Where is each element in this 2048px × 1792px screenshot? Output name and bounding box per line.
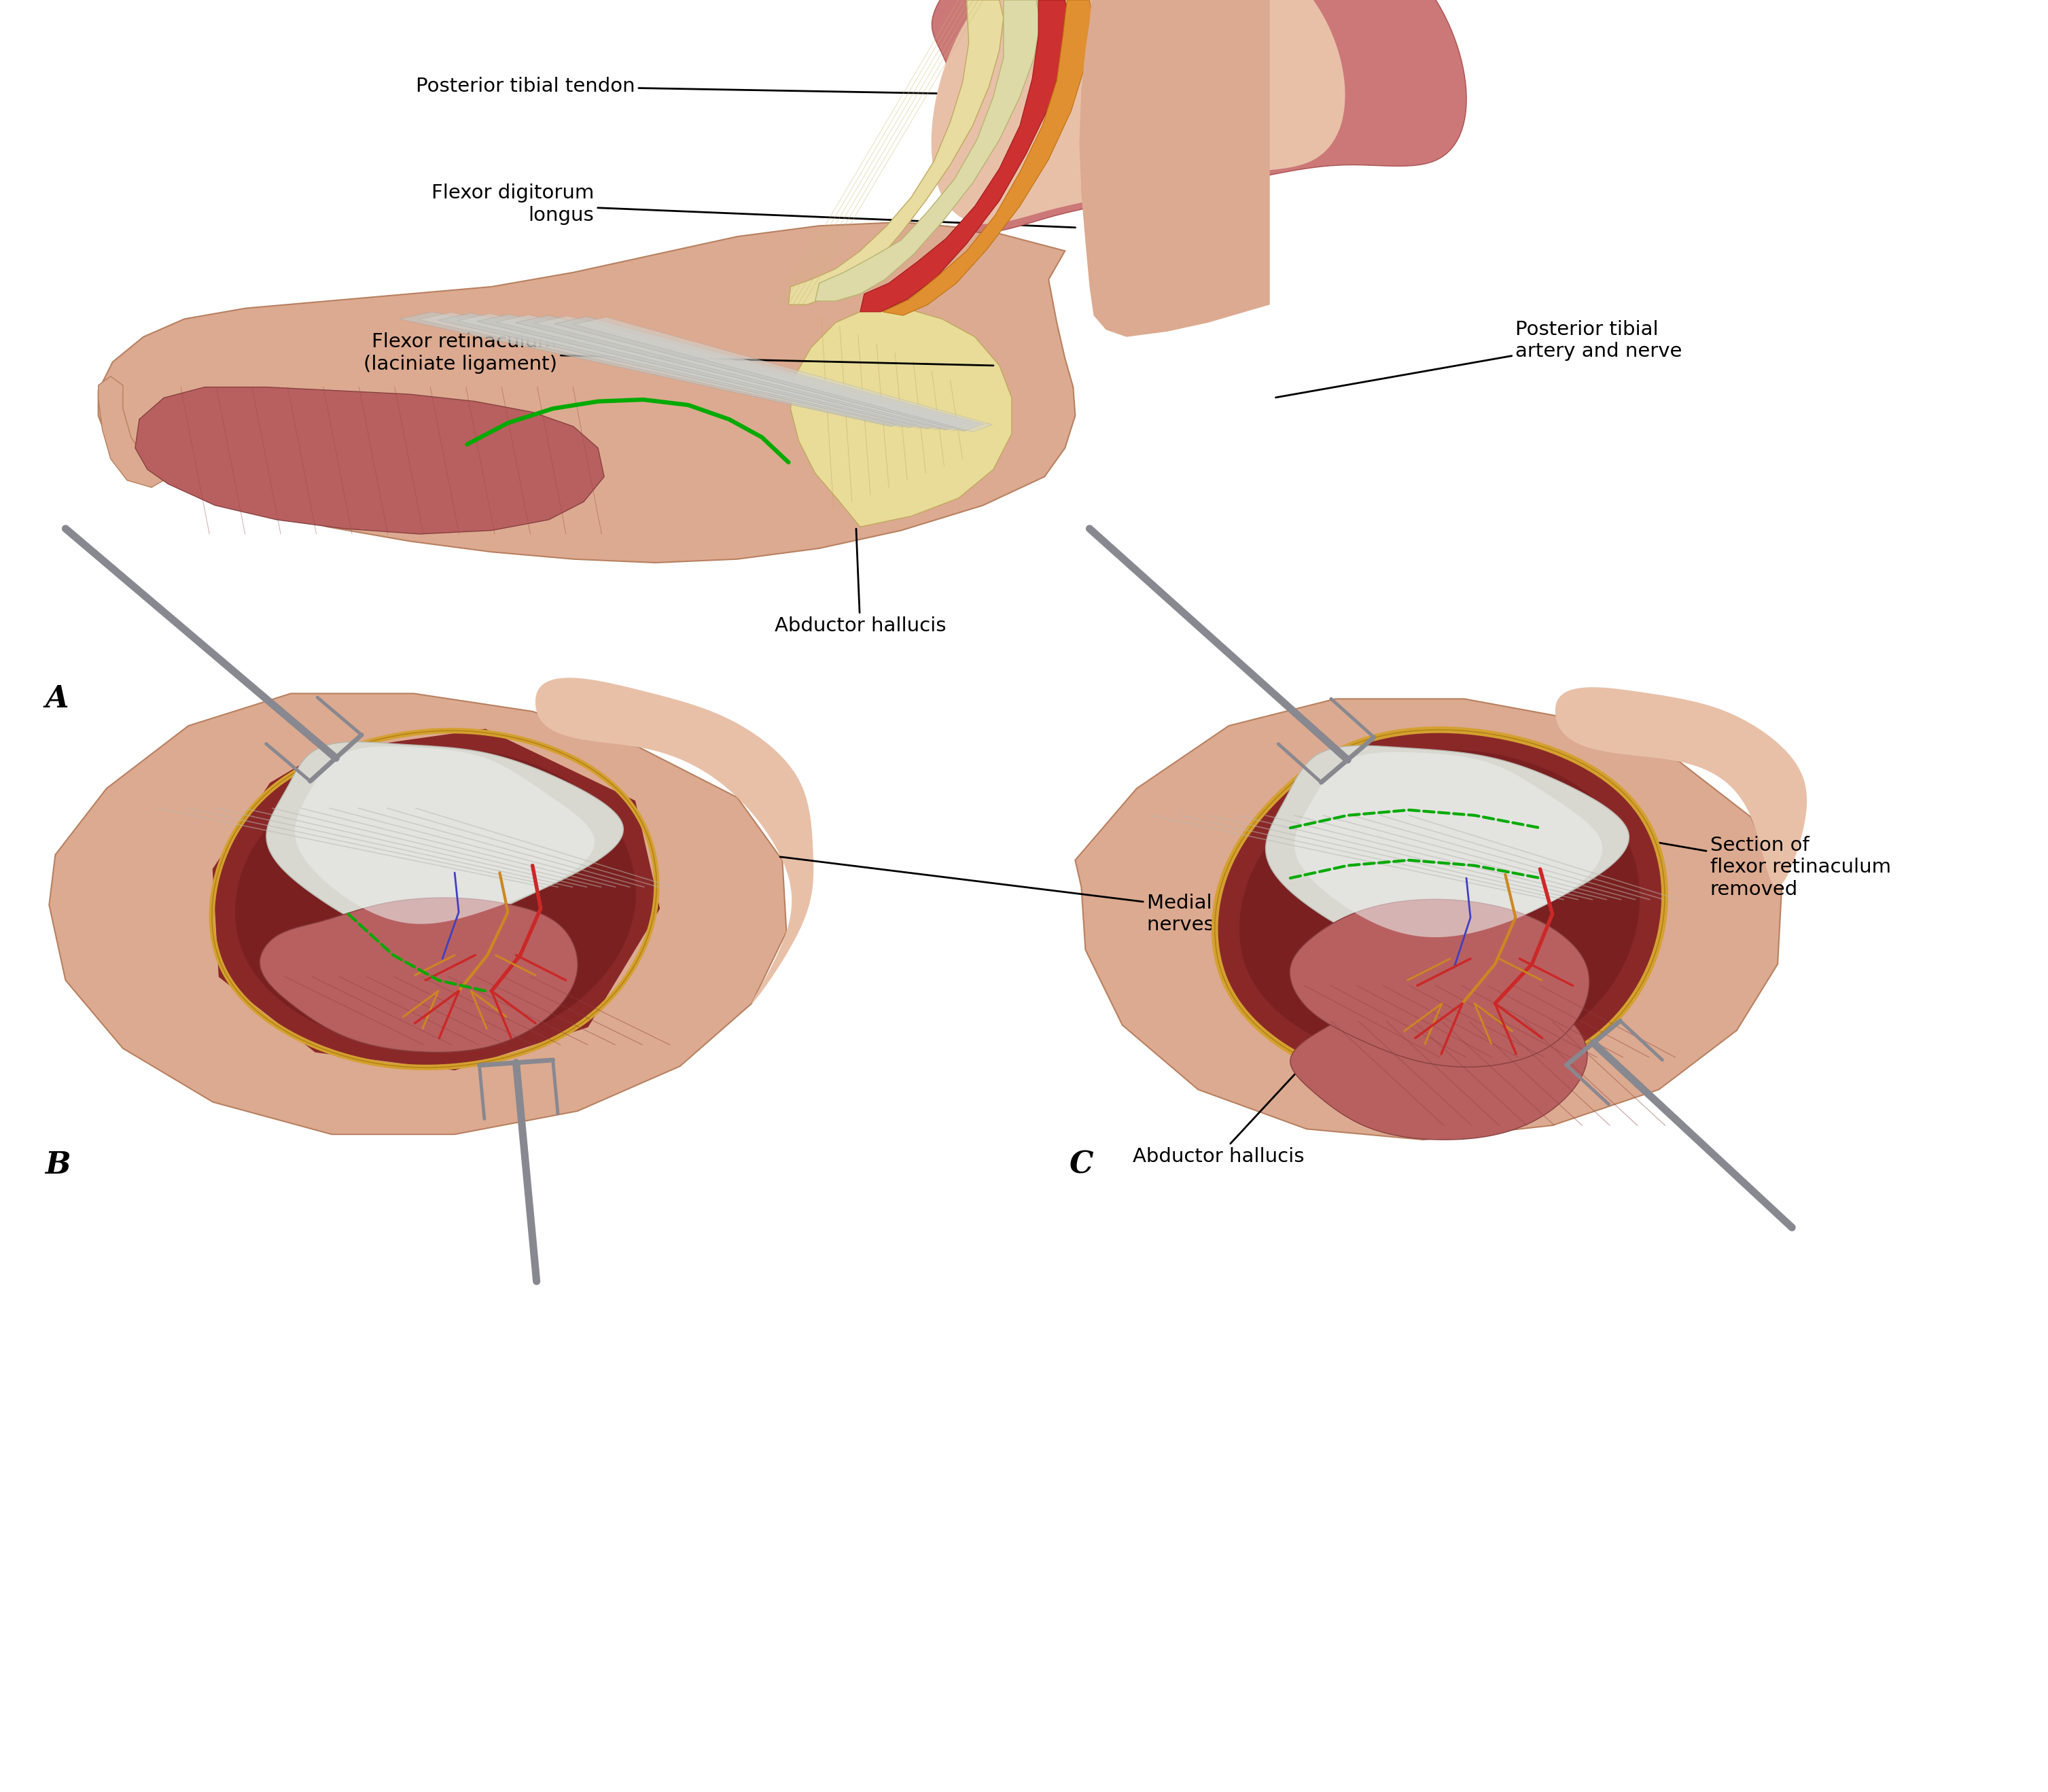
Polygon shape — [1554, 686, 1806, 887]
Polygon shape — [418, 312, 920, 426]
Polygon shape — [98, 376, 164, 487]
Polygon shape — [135, 387, 604, 534]
Polygon shape — [1290, 995, 1587, 1140]
Polygon shape — [1075, 699, 1782, 1140]
Polygon shape — [932, 0, 1466, 233]
Polygon shape — [260, 898, 578, 1052]
Polygon shape — [1214, 729, 1665, 1086]
Polygon shape — [932, 0, 1346, 224]
Text: C: C — [1069, 1150, 1094, 1179]
Polygon shape — [49, 694, 786, 1134]
Polygon shape — [496, 315, 956, 430]
Text: Section of
flexor retinaculum
removed: Section of flexor retinaculum removed — [1493, 814, 1890, 900]
Text: Flexor digitorum
longus: Flexor digitorum longus — [432, 185, 1075, 228]
Polygon shape — [1266, 745, 1628, 950]
Polygon shape — [98, 222, 1075, 563]
Polygon shape — [266, 742, 623, 937]
Polygon shape — [535, 677, 813, 1004]
Text: Abductor hallucis: Abductor hallucis — [1133, 1041, 1325, 1167]
Polygon shape — [438, 314, 928, 428]
Polygon shape — [555, 317, 983, 432]
Polygon shape — [477, 314, 946, 428]
Text: Flexor retinaculum
(laciniate ligament): Flexor retinaculum (laciniate ligament) — [362, 333, 993, 373]
Polygon shape — [815, 0, 1040, 301]
Polygon shape — [788, 0, 1004, 305]
Polygon shape — [1079, 0, 1270, 337]
Polygon shape — [1290, 900, 1589, 1066]
Polygon shape — [791, 308, 1012, 527]
Text: Medial calcaneal
nerves and vessels: Medial calcaneal nerves and vessels — [780, 857, 1337, 934]
Polygon shape — [516, 315, 965, 430]
Polygon shape — [573, 317, 993, 432]
Polygon shape — [883, 0, 1094, 315]
Polygon shape — [860, 0, 1069, 312]
Polygon shape — [236, 749, 635, 1048]
Polygon shape — [535, 315, 975, 430]
Text: A: A — [45, 685, 68, 713]
Polygon shape — [399, 312, 911, 426]
Text: Posterior tibial tendon: Posterior tibial tendon — [416, 77, 1120, 97]
Polygon shape — [213, 729, 659, 1070]
Text: B: B — [45, 1150, 70, 1179]
Polygon shape — [295, 747, 594, 925]
Polygon shape — [457, 314, 938, 428]
Text: Posterior tibial
artery and nerve: Posterior tibial artery and nerve — [1276, 321, 1681, 398]
Text: Abductor hallucis: Abductor hallucis — [774, 529, 946, 636]
Polygon shape — [1239, 751, 1640, 1064]
Polygon shape — [1294, 753, 1602, 937]
